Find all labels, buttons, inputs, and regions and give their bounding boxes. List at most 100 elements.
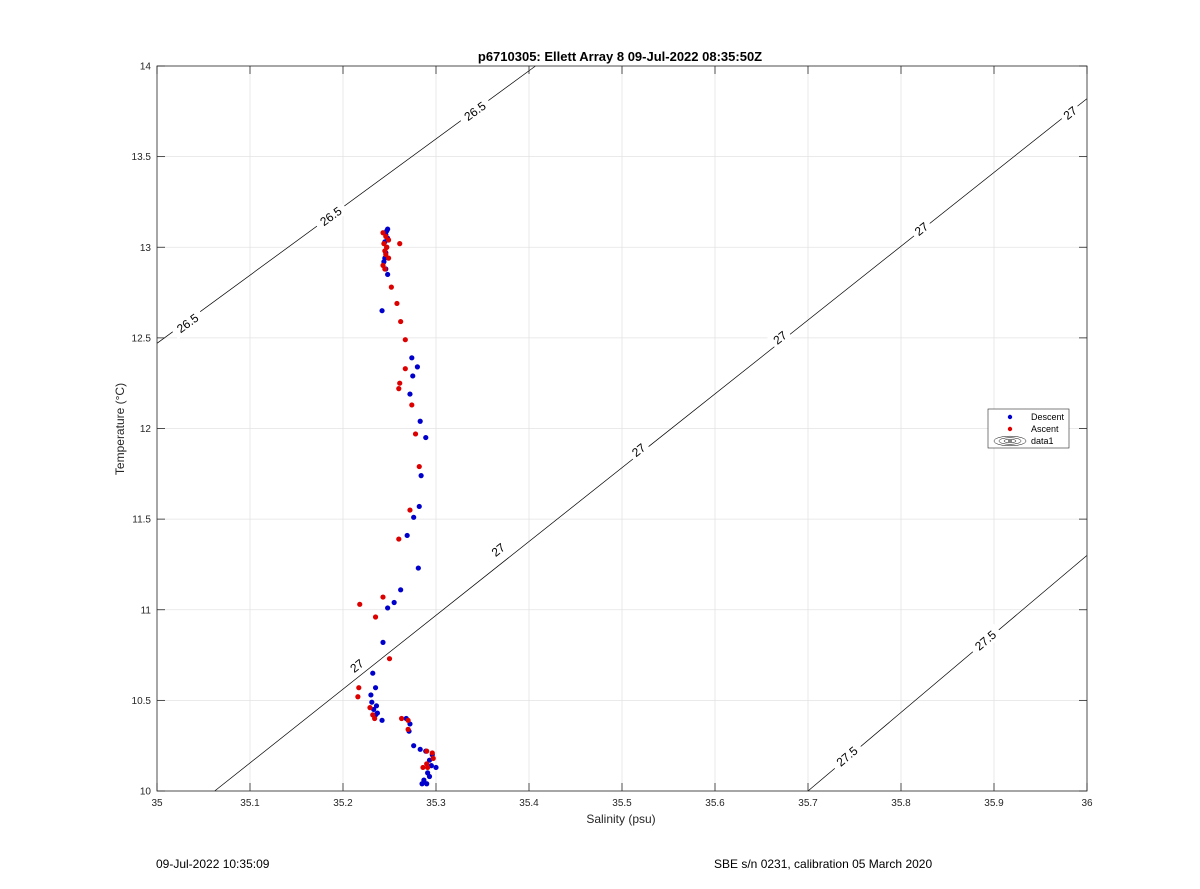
- data-point-descent: [414, 364, 420, 370]
- legend-contour-icon: [998, 437, 1022, 445]
- data-point-descent: [415, 565, 421, 571]
- x-tick-label: 36: [1081, 798, 1093, 809]
- x-tick-label: 35: [151, 798, 163, 809]
- x-tick-label: 35.4: [519, 798, 539, 809]
- data-point-ascent: [416, 463, 422, 470]
- y-tick-label: 13.5: [132, 152, 152, 163]
- x-tick-label: 35.9: [984, 798, 1004, 809]
- y-tick-label: 13: [140, 243, 152, 254]
- data-point-descent: [419, 781, 425, 787]
- legend-box: [987, 408, 1070, 449]
- contour-label-bg: [967, 623, 1004, 657]
- data-point-ascent: [394, 300, 400, 307]
- x-axis-label: Salinity (psu): [586, 812, 655, 826]
- y-tick-label: 10: [140, 787, 152, 798]
- data-point-ascent: [398, 318, 404, 325]
- data-point-descent: [418, 473, 424, 479]
- data-point-ascent: [397, 241, 403, 247]
- legend-label-data1: data1: [1031, 436, 1054, 446]
- data-point-ascent: [397, 380, 403, 386]
- chart-title: p6710305: Ellett Array 8 09-Jul-2022 08:…: [478, 49, 762, 64]
- data-point-descent: [411, 743, 417, 749]
- data-point-ascent: [357, 601, 363, 607]
- data-point-ascent: [412, 431, 419, 437]
- data-point-descent: [410, 373, 416, 379]
- data-point-ascent: [402, 337, 408, 343]
- data-point-descent: [409, 355, 415, 361]
- x-tick-label: 35.1: [240, 798, 260, 809]
- data-point-descent: [404, 532, 410, 539]
- legend-label-descent: Descent: [1031, 412, 1065, 422]
- data-point-ascent: [383, 233, 389, 239]
- data-point-descent: [423, 434, 429, 441]
- contour-label-group: 27: [344, 653, 370, 678]
- legend-contour-icon: [1007, 440, 1013, 442]
- data-point-descent: [407, 391, 413, 397]
- data-point-descent: [417, 746, 423, 752]
- contour-label-group: 27.5: [967, 623, 1004, 657]
- legend-contour-icon: [993, 435, 1027, 447]
- data-point-ascent: [383, 251, 389, 258]
- data-point-ascent: [386, 656, 393, 662]
- data-point-ascent: [382, 266, 388, 272]
- data-point-descent: [372, 685, 379, 691]
- data-point-descent: [385, 605, 391, 611]
- data-point-ascent: [405, 717, 411, 723]
- y-tick-label: 11.5: [132, 515, 151, 526]
- legend-contour-icon: [1003, 438, 1017, 444]
- contour-label-group: 27: [1057, 100, 1083, 125]
- data-point-ascent: [409, 402, 415, 408]
- data-point-ascent: [380, 594, 386, 600]
- legend-label-ascent: Ascent: [1031, 424, 1059, 434]
- x-tick-label: 35.3: [426, 798, 446, 809]
- contour-label-bg: [456, 94, 493, 128]
- data-point-ascent: [385, 255, 392, 261]
- data-point-ascent: [424, 748, 430, 754]
- data-point-descent: [380, 639, 386, 645]
- axis-ticks: 35 35.1 35.2 35.3 35.4 35.5 35.6 35.7 35.8 35.9 36…: [132, 62, 1093, 810]
- contour-label-bg: [169, 306, 206, 340]
- data-point-ascent: [398, 715, 405, 722]
- data-point-ascent: [396, 536, 402, 542]
- data-point-ascent: [367, 705, 373, 711]
- data-point-descent: [368, 692, 374, 698]
- data-point-descent: [379, 717, 385, 723]
- contour-label-bg: [625, 437, 651, 462]
- data-point-descent: [411, 514, 417, 520]
- y-axis-label: Temperature (°C): [113, 383, 127, 475]
- contour-label-bg: [312, 199, 349, 233]
- data-point-descent: [385, 271, 391, 278]
- x-tick-label: 35.6: [705, 798, 725, 809]
- x-tick-label: 35.7: [798, 798, 818, 809]
- data-point-ascent: [405, 726, 411, 732]
- data-point-descent: [373, 703, 380, 709]
- data-point-ascent: [420, 764, 426, 771]
- contour-line-27: [214, 98, 1088, 792]
- data-point-ascent: [372, 614, 379, 620]
- contour-label-bg: [767, 325, 793, 350]
- legend-marker-ascent: [1007, 426, 1013, 432]
- data-point-ascent: [396, 386, 402, 392]
- contour-label-bg: [828, 739, 865, 773]
- data-point-ascent: [356, 685, 362, 691]
- data-point-descent: [433, 764, 439, 771]
- y-tick-label: 10.5: [132, 696, 152, 707]
- legend: Descent Ascent data1: [987, 408, 1070, 449]
- data-point-ascent: [430, 755, 436, 761]
- x-tick-label: 35.5: [612, 798, 632, 809]
- data-point-ascent: [372, 715, 378, 722]
- data-point-ascent: [429, 750, 435, 756]
- contour-label-bg: [908, 216, 934, 241]
- y-tick-label: 14: [140, 62, 152, 73]
- contour-label-group: 27: [485, 537, 511, 562]
- data-point-ascent: [355, 694, 361, 700]
- footer-calibration: SBE s/n 0231, calibration 05 March 2020: [714, 857, 933, 871]
- data-point-ascent: [385, 237, 392, 243]
- series-ascent: [355, 230, 436, 771]
- data-point-descent: [398, 587, 404, 593]
- footer-timestamp: 09-Jul-2022 10:35:09: [156, 857, 270, 871]
- data-point-descent: [416, 503, 422, 510]
- y-tick-label: 12: [140, 424, 152, 435]
- contour-label-bg: [1057, 100, 1083, 125]
